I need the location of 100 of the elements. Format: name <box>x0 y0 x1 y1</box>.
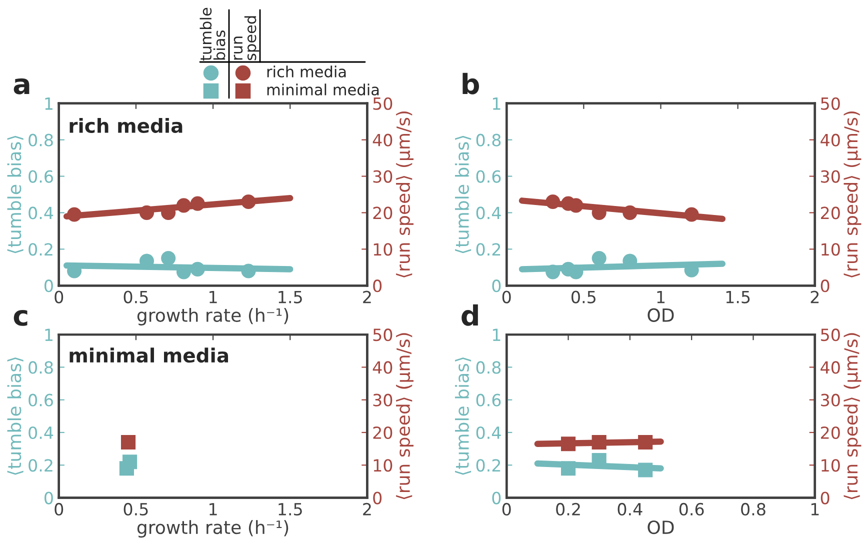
x-tick-label: 2 <box>810 290 819 304</box>
x-tick-label: 0.5 <box>124 502 148 516</box>
y2-tick-label: 20 <box>820 206 840 220</box>
y-tick-label: 0 <box>492 492 501 504</box>
x-axis-title: OD <box>648 520 674 534</box>
y-axis-title: ⟨tumble bias⟩ <box>454 136 472 254</box>
text: tumble bias <box>200 8 226 61</box>
y2-axis-title: ⟨run speed⟩ (μm/s) <box>844 111 862 278</box>
point <box>546 194 560 210</box>
y2-tick-label: 0 <box>373 280 382 292</box>
x-tick-label: 1.5 <box>278 290 302 304</box>
y-tick-label: 1 <box>45 98 52 110</box>
x-tick-label: 0 <box>54 290 64 304</box>
y-tick-label: 0.4 <box>28 426 54 440</box>
y2-tick-label: 10 <box>374 243 392 256</box>
x-tick-label: 2 <box>363 502 371 516</box>
y2-tick-label: 40 <box>372 134 392 146</box>
y2-tick-label: 30 <box>373 394 392 406</box>
x-tick-label: 0 <box>54 502 64 516</box>
y-tick-label: 0.8 <box>28 134 53 146</box>
y-tick-label: 1 <box>492 328 500 341</box>
y-tick-label: 0.2 <box>28 243 52 256</box>
y2-tick-label: 20 <box>373 206 392 220</box>
y2-tick-label: 20 <box>373 426 392 440</box>
x-tick-label: 0.5 <box>124 290 148 304</box>
y2-axis-title: ⟨run speed⟩ (μm/s) <box>844 333 862 500</box>
y2-tick-label: 30 <box>821 170 840 183</box>
x-tick-label: 1.5 <box>726 290 750 304</box>
x-tick-label: 1 <box>657 290 665 304</box>
y-tick-label: 0.6 <box>476 170 501 183</box>
y-tick-label: 0.4 <box>28 206 54 220</box>
point <box>560 461 576 476</box>
y-tick-label: 0.8 <box>28 361 53 374</box>
text: rich media <box>267 66 346 78</box>
x-tick-label: 0.8 <box>741 502 766 516</box>
y-tick-label: 0 <box>492 280 501 292</box>
y2-tick-label: 50 <box>821 97 840 110</box>
x-tick-label: 1 <box>210 503 217 516</box>
x-axis-title: OD <box>648 308 674 322</box>
y2-tick-label: 10 <box>822 459 840 472</box>
point <box>546 264 560 280</box>
point <box>139 205 154 220</box>
y-axis-title: ⟨tumble bias⟩ <box>7 136 24 254</box>
y2-tick-label: 50 <box>821 328 840 342</box>
y2-tick-label: 0 <box>820 280 830 292</box>
y2-tick-label: 30 <box>821 394 840 406</box>
text: a <box>14 78 30 94</box>
text: run speed <box>234 16 260 60</box>
text: minimal media <box>267 84 379 96</box>
x-tick-label: 2 <box>363 290 371 304</box>
y2-tick-label: 20 <box>820 426 840 440</box>
point <box>684 207 699 222</box>
x-tick-label: 0.2 <box>556 502 580 516</box>
y2-tick-label: 40 <box>820 361 840 374</box>
annotation: minimal media <box>70 348 228 363</box>
y2-axis-title: ⟨run speed⟩ (μm/s) <box>396 111 414 278</box>
point <box>67 207 82 222</box>
y2-tick-label: 10 <box>374 459 392 472</box>
y2-tick-label: 50 <box>373 97 392 110</box>
text: b <box>462 72 480 94</box>
x-tick-label: 0.5 <box>572 290 596 304</box>
x-tick-label: 1 <box>210 290 217 304</box>
x-tick-label: 0 <box>502 502 511 516</box>
y2-tick-label: 40 <box>820 134 840 146</box>
point <box>190 196 205 211</box>
y2-tick-label: 30 <box>373 170 392 183</box>
point <box>638 462 653 478</box>
text: c <box>14 310 28 326</box>
text: d <box>462 304 478 326</box>
y-tick-label: 0.8 <box>476 361 501 374</box>
point <box>161 250 176 266</box>
x-tick-label: 0.4 <box>618 502 642 516</box>
point <box>190 262 205 276</box>
y-tick-label: 0.6 <box>28 170 53 183</box>
point <box>176 198 192 213</box>
point <box>241 264 256 278</box>
point <box>592 250 606 266</box>
x-tick-label: 0.6 <box>679 502 704 516</box>
annotation: rich media <box>70 118 182 133</box>
x-tick-label: 0 <box>502 290 511 304</box>
x-axis-title: growth rate (h⁻¹) <box>137 520 288 538</box>
y2-tick-label: 0 <box>373 492 382 504</box>
point <box>568 264 584 280</box>
x-tick-label: 1.5 <box>278 503 302 516</box>
y-tick-label: 0.2 <box>28 459 52 472</box>
y-tick-label: 0.8 <box>476 134 501 146</box>
y2-tick-label: 10 <box>822 243 840 256</box>
point <box>241 194 256 210</box>
y-tick-label: 0.2 <box>476 459 500 472</box>
y-tick-label: 0 <box>44 280 53 292</box>
y2-axis-title: ⟨run speed⟩ (μm/s) <box>396 333 414 500</box>
y2-tick-label: 50 <box>373 328 392 342</box>
point <box>622 205 638 220</box>
y-axis-title: ⟨tumble bias⟩ <box>7 358 24 475</box>
y-tick-label: 0.4 <box>476 426 501 440</box>
x-tick-label: 1 <box>811 503 819 516</box>
y-tick-label: 1 <box>492 98 500 110</box>
y-tick-label: 0.6 <box>476 394 501 406</box>
x-axis-title: growth rate (h⁻¹) <box>137 308 288 326</box>
y-tick-label: 0.4 <box>476 206 501 220</box>
